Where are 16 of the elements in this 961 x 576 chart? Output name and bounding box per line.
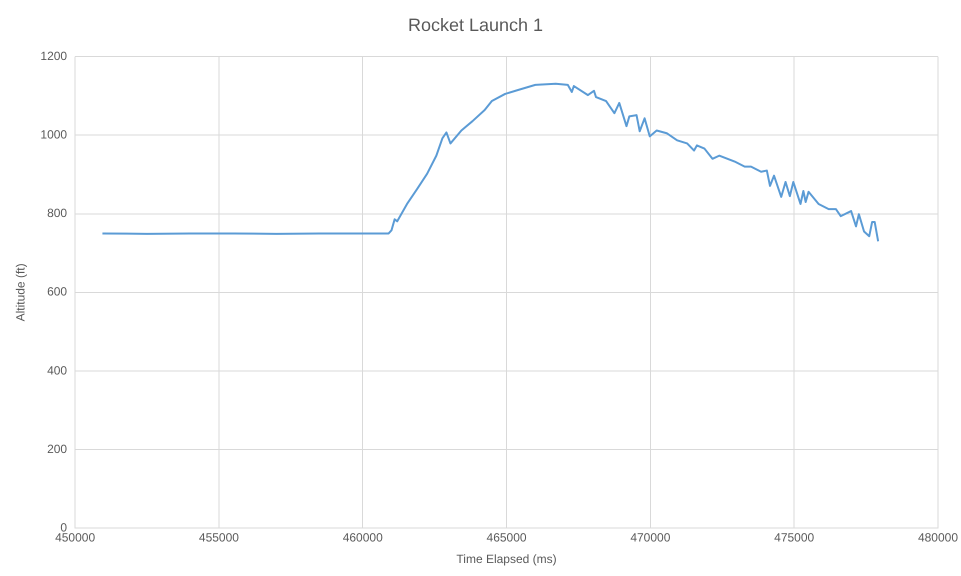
- y-tick-label: 600: [47, 284, 68, 299]
- x-tick-label: 465000: [486, 530, 527, 545]
- y-tick-label: 1000: [40, 128, 68, 142]
- y-tick-label: 800: [47, 206, 68, 220]
- y-tick-label: 400: [47, 363, 68, 378]
- x-tick-label: 475000: [774, 530, 815, 545]
- x-tick-label: 470000: [630, 530, 671, 545]
- x-axis-title: Time Elapsed (ms): [456, 552, 557, 566]
- x-tick-label: 480000: [918, 530, 958, 545]
- y-tick-label: 1200: [40, 48, 68, 63]
- x-tick-label: 455000: [198, 530, 240, 545]
- y-axis-title: Altitude (ft): [14, 263, 28, 322]
- x-tick-label: 450000: [55, 530, 96, 545]
- chart-title: Rocket Launch 1: [408, 14, 544, 35]
- x-tick-label: 460000: [342, 530, 384, 545]
- y-tick-label: 200: [47, 442, 68, 456]
